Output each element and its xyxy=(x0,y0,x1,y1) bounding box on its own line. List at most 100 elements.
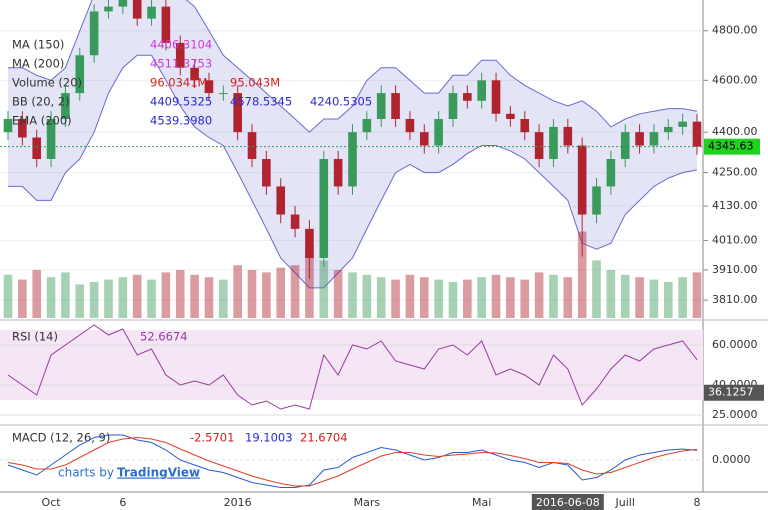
volume-bar xyxy=(520,279,530,318)
legend-readout: 4409.5325 xyxy=(150,95,212,109)
legend-readout: 95.043M xyxy=(230,76,280,90)
legend-label: MA (200) xyxy=(12,57,64,71)
volume-bar xyxy=(118,277,128,318)
volume-bar xyxy=(333,270,343,318)
y-tick-label: 4130.00 xyxy=(712,199,758,212)
legend-readout: 4539.3980 xyxy=(150,114,212,128)
candle-body xyxy=(663,126,673,133)
legend-label: MA (150) xyxy=(12,38,64,52)
x-tick-label: 2016 xyxy=(224,496,252,509)
legend-readout: 4578.5345 xyxy=(230,95,292,109)
candle-body xyxy=(348,132,357,187)
candle-body xyxy=(319,158,329,259)
volume-bar xyxy=(405,274,415,318)
legend-readout: 4406.3104 xyxy=(150,38,212,52)
volume-bar xyxy=(534,272,544,318)
volume-bar xyxy=(319,260,329,318)
macd-line xyxy=(7,434,698,488)
candle-body xyxy=(506,113,515,120)
candle-body xyxy=(75,55,85,94)
pane-readout: -2.5701 xyxy=(190,431,234,445)
x-tick-label: Mai xyxy=(472,496,491,509)
y-tick-label: 4400.00 xyxy=(712,125,758,138)
volume-bar xyxy=(620,274,630,318)
volume-bar xyxy=(391,279,400,318)
candle-body xyxy=(61,93,70,120)
volume-bar xyxy=(18,279,27,318)
volume-bar xyxy=(32,270,42,318)
candle-body xyxy=(333,158,343,187)
candle-body xyxy=(104,6,113,12)
candle-body xyxy=(190,67,199,81)
candle-body xyxy=(147,6,156,19)
volume-bar xyxy=(692,272,702,318)
volume-bar xyxy=(563,277,573,318)
volume-bar xyxy=(549,274,558,318)
volume-bar xyxy=(147,279,156,318)
volume-bar xyxy=(132,274,142,318)
legend-label: EMA (200) xyxy=(12,114,72,128)
volume-bar xyxy=(276,267,286,318)
candle-body xyxy=(534,132,544,159)
candle-body xyxy=(577,145,587,215)
volume-bar xyxy=(649,279,659,318)
bollinger-upper xyxy=(8,0,698,133)
x-tick-label: 2016-06-08 xyxy=(536,496,600,509)
candle-body xyxy=(592,186,601,215)
legend-readout: 4240.5305 xyxy=(310,95,372,109)
pane-readout: 19.1003 xyxy=(245,431,293,445)
legend-readout: 96.0341M xyxy=(150,76,207,90)
candle-body xyxy=(692,121,702,147)
candle-body xyxy=(405,119,415,133)
volume-bar xyxy=(204,277,214,318)
candle-body xyxy=(262,158,271,187)
volume-bar xyxy=(348,272,357,318)
y-tick-label: 4600.00 xyxy=(712,73,758,86)
watermark: charts by xyxy=(58,466,114,480)
candle-body xyxy=(305,228,314,259)
candle-body xyxy=(477,80,486,101)
pane-title: MACD (12, 26, 9) xyxy=(12,431,110,445)
volume-bar xyxy=(463,279,472,318)
x-tick-label: Oct xyxy=(42,496,62,509)
volume-bar xyxy=(434,279,443,318)
volume-bar xyxy=(678,277,687,318)
volume-bar xyxy=(175,270,185,318)
candle-body xyxy=(3,119,13,133)
volume-bar xyxy=(233,265,242,318)
candle-body xyxy=(678,121,687,127)
candle-body xyxy=(391,93,400,120)
volume-bar xyxy=(362,274,372,318)
volume-bar xyxy=(577,231,587,318)
volume-bar xyxy=(419,277,429,318)
volume-bar xyxy=(635,277,644,318)
y-tick-label: 4010.00 xyxy=(712,233,758,246)
volume-bar xyxy=(46,277,56,318)
candle-body xyxy=(247,132,257,159)
candle-body xyxy=(563,126,573,146)
brand[interactable]: TradingView xyxy=(117,466,200,480)
volume-bar xyxy=(305,246,314,318)
legend-label: Volume (20) xyxy=(12,76,82,90)
candle-body xyxy=(18,119,27,138)
x-tick-label: Juill xyxy=(615,496,635,509)
volume-bar xyxy=(448,282,458,318)
candle-body xyxy=(118,0,128,7)
candle-body xyxy=(233,93,242,133)
volume-bar xyxy=(61,272,70,318)
y-tick-label: 60.0000 xyxy=(712,338,758,351)
y-tick-label: 3810.00 xyxy=(712,293,758,306)
candle-body xyxy=(649,132,659,146)
candle-body xyxy=(434,119,443,146)
candle-body xyxy=(161,6,171,43)
volume-bar xyxy=(491,274,501,318)
y-tick-label: 4800.00 xyxy=(712,24,758,37)
macd-line xyxy=(7,436,698,487)
marker-label: 36.1257 xyxy=(708,386,754,399)
candle-body xyxy=(362,119,372,133)
marker-box xyxy=(704,384,764,401)
candle-body xyxy=(219,93,228,95)
candle-body xyxy=(376,93,386,120)
volume-bar xyxy=(262,272,271,318)
volume-bar xyxy=(663,282,673,318)
